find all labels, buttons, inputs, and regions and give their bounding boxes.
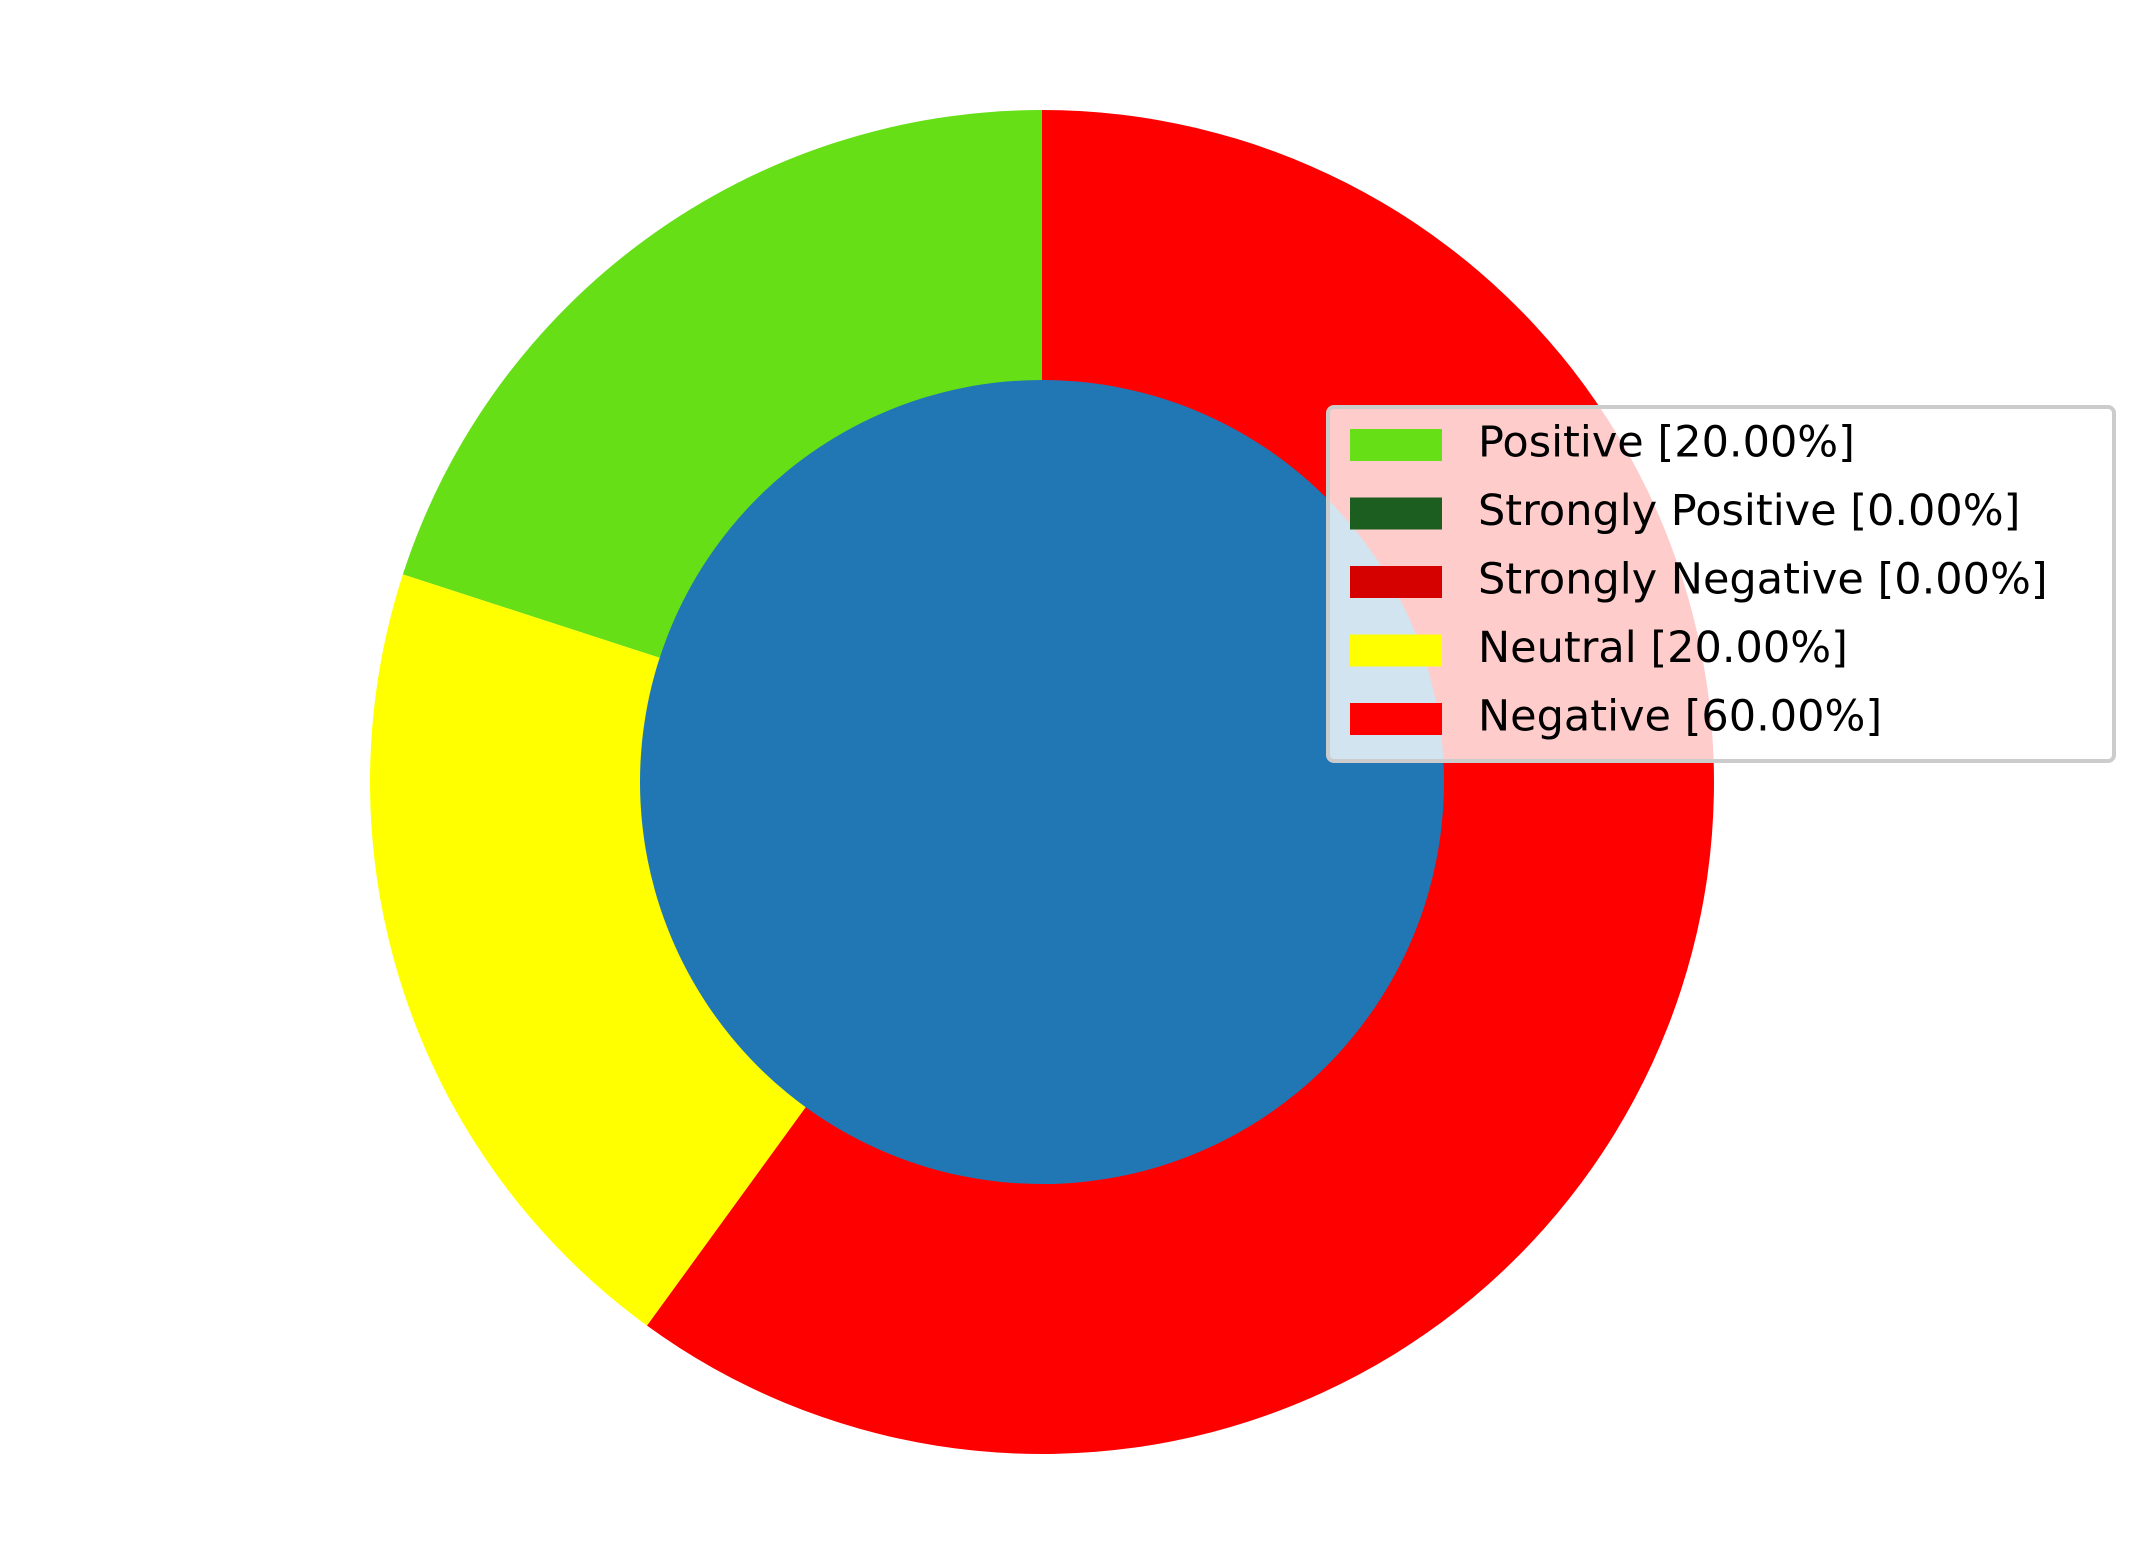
legend: Positive [20.00%] Strongly Positive [0.00…	[1326, 405, 2116, 763]
legend-label: Positive [20.00%]	[1478, 418, 1855, 468]
legend-label: Neutral [20.00%]	[1478, 623, 1848, 673]
legend-label: Negative [60.00%]	[1478, 692, 1882, 742]
legend-swatch	[1350, 429, 1442, 461]
legend-label: Strongly Negative [0.00%]	[1478, 555, 2048, 605]
legend-swatch	[1350, 566, 1442, 598]
legend-items: Positive [20.00%] Strongly Positive [0.00…	[1350, 418, 2048, 742]
legend-swatch	[1350, 497, 1442, 530]
legend-frame	[1326, 405, 2116, 763]
legend-label: Strongly Positive [0.00%]	[1478, 486, 2020, 536]
legend-swatch	[1350, 634, 1442, 667]
legend-swatch	[1350, 703, 1442, 735]
donut-center	[640, 380, 1444, 1184]
